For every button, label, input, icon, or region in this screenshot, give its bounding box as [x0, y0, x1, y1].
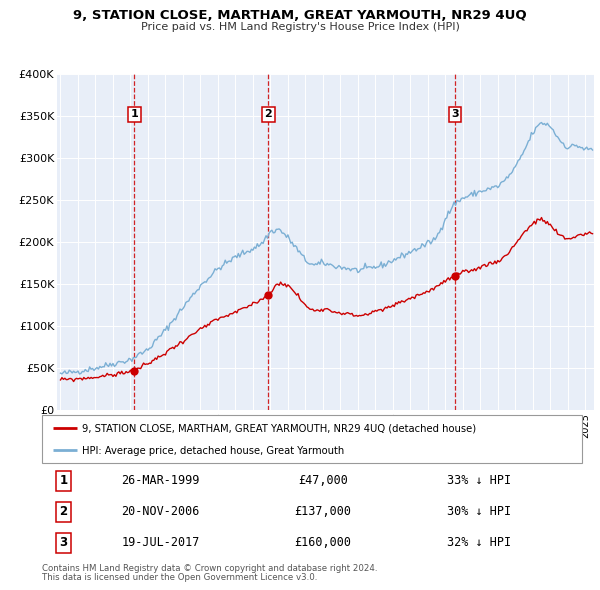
Text: 1: 1: [59, 474, 68, 487]
Text: 19-JUL-2017: 19-JUL-2017: [122, 536, 200, 549]
Text: £47,000: £47,000: [298, 474, 348, 487]
Text: This data is licensed under the Open Government Licence v3.0.: This data is licensed under the Open Gov…: [42, 573, 317, 582]
Text: 1: 1: [130, 109, 138, 119]
Text: 9, STATION CLOSE, MARTHAM, GREAT YARMOUTH, NR29 4UQ (detached house): 9, STATION CLOSE, MARTHAM, GREAT YARMOUT…: [83, 423, 476, 433]
Text: 3: 3: [59, 536, 68, 549]
Text: 33% ↓ HPI: 33% ↓ HPI: [447, 474, 511, 487]
FancyBboxPatch shape: [42, 415, 582, 463]
Text: Contains HM Land Registry data © Crown copyright and database right 2024.: Contains HM Land Registry data © Crown c…: [42, 564, 377, 573]
Text: 9, STATION CLOSE, MARTHAM, GREAT YARMOUTH, NR29 4UQ: 9, STATION CLOSE, MARTHAM, GREAT YARMOUT…: [73, 9, 527, 22]
Text: 32% ↓ HPI: 32% ↓ HPI: [447, 536, 511, 549]
Text: Price paid vs. HM Land Registry's House Price Index (HPI): Price paid vs. HM Land Registry's House …: [140, 22, 460, 32]
Text: 20-NOV-2006: 20-NOV-2006: [122, 505, 200, 519]
Text: £160,000: £160,000: [295, 536, 352, 549]
Text: 3: 3: [451, 109, 458, 119]
Text: 2: 2: [59, 505, 68, 519]
Text: 2: 2: [265, 109, 272, 119]
Text: 30% ↓ HPI: 30% ↓ HPI: [447, 505, 511, 519]
Text: 26-MAR-1999: 26-MAR-1999: [122, 474, 200, 487]
Text: £137,000: £137,000: [295, 505, 352, 519]
Text: HPI: Average price, detached house, Great Yarmouth: HPI: Average price, detached house, Grea…: [83, 445, 345, 455]
